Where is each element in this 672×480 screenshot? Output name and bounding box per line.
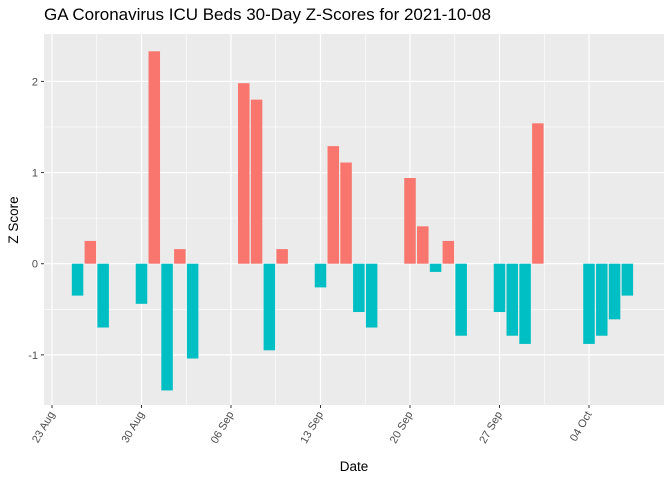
bar	[493, 263, 506, 313]
bar	[174, 249, 186, 264]
bar	[429, 263, 442, 272]
bar	[186, 263, 199, 359]
bar	[327, 146, 340, 264]
bar	[71, 263, 84, 296]
x-tick-label: 20 Sep	[388, 410, 416, 446]
bar	[276, 249, 288, 264]
x-tick-label: 23 Aug	[30, 410, 58, 446]
bar	[583, 263, 595, 344]
y-tick-label: 0	[32, 259, 38, 271]
y-axis-title: Z Score	[6, 196, 21, 243]
bar	[97, 263, 109, 328]
bar	[365, 263, 378, 328]
bar	[263, 263, 276, 351]
x-tick-label: 13 Sep	[298, 410, 326, 446]
bar	[148, 51, 161, 264]
bar	[621, 263, 634, 296]
grid-lines	[44, 34, 664, 405]
chart-title: GA Coronavirus ICU Beds 30-Day Z-Scores …	[44, 5, 491, 24]
bar	[353, 263, 365, 313]
x-tick-label: 30 Aug	[120, 410, 148, 446]
bar	[596, 263, 608, 336]
bar	[238, 83, 250, 264]
bar	[135, 263, 148, 304]
bar	[442, 240, 455, 264]
bar	[161, 263, 173, 391]
bars	[71, 51, 634, 391]
y-tick-label: 2	[32, 76, 38, 88]
bar	[455, 263, 467, 336]
bar	[314, 263, 327, 288]
x-tick-label: 27 Sep	[477, 410, 505, 446]
bar	[250, 99, 263, 264]
x-tick-label: 06 Sep	[209, 410, 237, 446]
bar	[519, 263, 531, 344]
bar	[608, 263, 621, 320]
plot-panel	[44, 34, 664, 405]
bar	[506, 263, 519, 336]
bar	[532, 123, 544, 264]
y-tick-label: 1	[32, 168, 38, 180]
y-tick-label: -1	[28, 350, 38, 362]
bar	[417, 226, 429, 264]
bar	[84, 240, 97, 264]
x-tick-label: 04 Oct	[568, 410, 595, 444]
bar	[340, 162, 352, 264]
x-axis-title: Date	[340, 459, 369, 474]
bar	[404, 178, 416, 264]
